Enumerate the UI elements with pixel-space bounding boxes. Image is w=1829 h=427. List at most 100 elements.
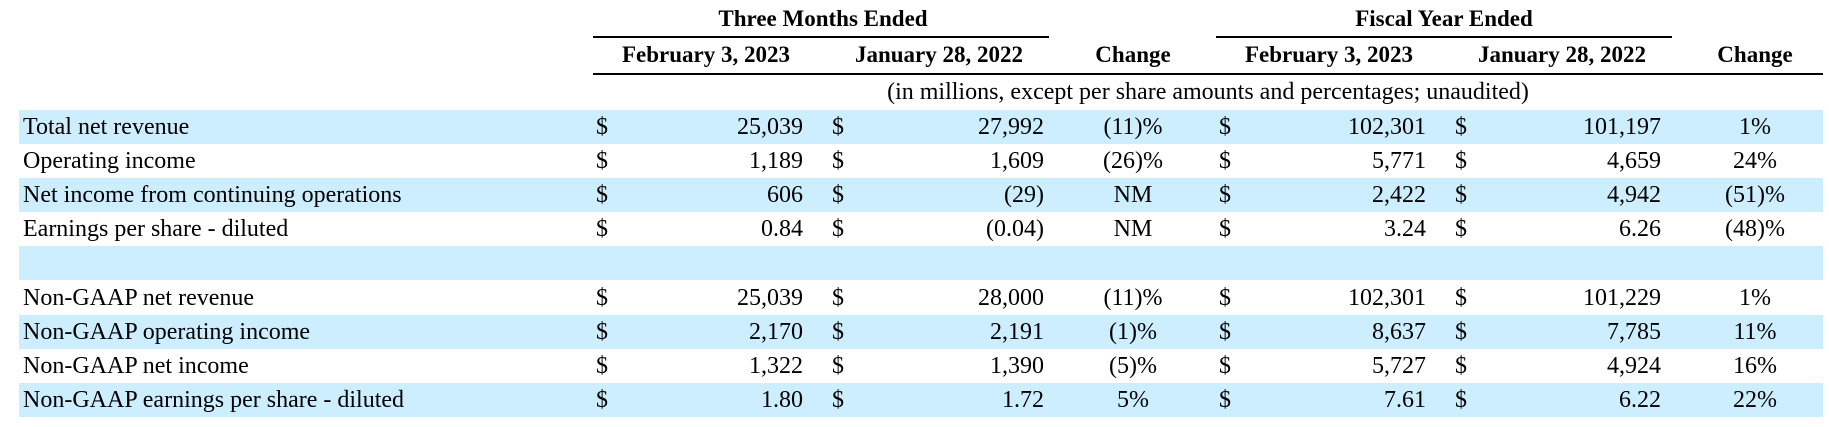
fy-prior-value: 101,197 — [1583, 114, 1661, 140]
q-change-value: NM — [1113, 216, 1153, 242]
dollar-sign: $ — [832, 182, 844, 208]
q-change-value: 5% — [1117, 387, 1149, 413]
table-row: Operating income $ 1,189 $ 1,609 (26)% $… — [0, 144, 1829, 178]
fy-current-value: 3.24 — [1384, 216, 1426, 242]
q-prior-value: (29) — [1004, 182, 1044, 208]
col-header-fy-cur: February 3, 2023 — [1244, 42, 1413, 67]
row-label: Non-GAAP net revenue — [23, 285, 255, 311]
dollar-sign: $ — [1455, 285, 1467, 311]
row-band — [19, 178, 1823, 212]
q-prior-value: 28,000 — [978, 285, 1044, 311]
dollar-sign: $ — [1219, 182, 1231, 208]
q-change-value: (5)% — [1109, 353, 1157, 379]
q-change-value: NM — [1113, 182, 1153, 208]
row-label: Non-GAAP operating income — [23, 319, 311, 345]
dollar-sign: $ — [1455, 319, 1467, 345]
fy-current-value: 102,301 — [1348, 114, 1426, 140]
fy-current-value: 5,727 — [1372, 353, 1426, 379]
table-row: Earnings per share - diluted $ 0.84 $ (0… — [0, 212, 1829, 246]
q-prior-value: 2,191 — [990, 319, 1044, 345]
dollar-sign: $ — [1455, 114, 1467, 140]
dollar-sign: $ — [1455, 216, 1467, 242]
col-header-fy-prev: January 28, 2022 — [1477, 42, 1647, 67]
dollar-sign: $ — [596, 387, 608, 413]
dollar-sign: $ — [1455, 387, 1467, 413]
q-current-value: 1.80 — [761, 387, 803, 413]
fy-current-value: 8,637 — [1372, 319, 1426, 345]
fy-prior-value: 4,924 — [1607, 353, 1661, 379]
row-band — [19, 383, 1823, 417]
q-change-value: (11)% — [1103, 114, 1163, 140]
fy-current-value: 102,301 — [1348, 285, 1426, 311]
fy-prior-value: 4,659 — [1607, 148, 1661, 174]
row-band — [19, 246, 1823, 280]
dollar-sign: $ — [596, 285, 608, 311]
dollar-sign: $ — [1219, 319, 1231, 345]
q-prior-value: 1.72 — [1002, 387, 1044, 413]
q-current-value: 606 — [767, 182, 803, 208]
q-prior-value: 1,390 — [990, 353, 1044, 379]
fy-change-value: 16% — [1733, 353, 1777, 379]
row-band — [19, 315, 1823, 349]
q-change-value: (1)% — [1109, 319, 1157, 345]
row-label: Net income from continuing operations — [23, 182, 402, 208]
fy-prior-value: 6.26 — [1619, 216, 1661, 242]
dollar-sign: $ — [1219, 353, 1231, 379]
dollar-sign: $ — [832, 285, 844, 311]
table-row: Net income from continuing operations $ … — [0, 178, 1829, 212]
fy-prior-value: 6.22 — [1619, 387, 1661, 413]
table-row: Total net revenue $ 25,039 $ 27,992 (11)… — [0, 110, 1829, 144]
table-row: Non-GAAP net revenue $ 25,039 $ 28,000 (… — [0, 281, 1829, 315]
q-change-value: (26)% — [1103, 148, 1163, 174]
dollar-sign: $ — [1455, 353, 1467, 379]
fy-change-value: (51)% — [1725, 182, 1785, 208]
row-band — [19, 110, 1823, 144]
dollar-sign: $ — [1219, 114, 1231, 140]
dollar-sign: $ — [832, 387, 844, 413]
header-three-months-ended: Three Months Ended — [718, 6, 928, 31]
q-current-value: 25,039 — [737, 114, 803, 140]
q-change-value: (11)% — [1103, 285, 1163, 311]
fy-change-value: 24% — [1733, 148, 1777, 174]
q-prior-value: (0.04) — [986, 216, 1044, 242]
fy-current-value: 7.61 — [1384, 387, 1426, 413]
dollar-sign: $ — [596, 148, 608, 174]
dollar-sign: $ — [596, 353, 608, 379]
q-current-value: 0.84 — [761, 216, 803, 242]
row-label: Operating income — [23, 148, 196, 174]
header-fiscal-year-ended: Fiscal Year Ended — [1355, 6, 1533, 31]
header-three-months-rule — [593, 36, 1049, 38]
dollar-sign: $ — [596, 182, 608, 208]
col-header-q-prev: January 28, 2022 — [854, 42, 1024, 67]
dollar-sign: $ — [596, 114, 608, 140]
fy-change-value: 11% — [1733, 319, 1777, 345]
dollar-sign: $ — [596, 216, 608, 242]
fy-current-value: 2,422 — [1372, 182, 1426, 208]
dollar-sign: $ — [1455, 148, 1467, 174]
fy-prior-value: 4,942 — [1607, 182, 1661, 208]
row-label: Total net revenue — [23, 114, 190, 140]
q-current-value: 1,322 — [749, 353, 803, 379]
fy-change-value: 1% — [1739, 114, 1771, 140]
q-current-value: 25,039 — [737, 285, 803, 311]
row-label: Non-GAAP earnings per share - diluted — [23, 387, 405, 413]
units-note: (in millions, except per share amounts a… — [887, 79, 1529, 105]
header-fiscal-year-rule — [1216, 36, 1672, 38]
col-header-q-cur: February 3, 2023 — [621, 42, 790, 67]
fy-change-value: 22% — [1733, 387, 1777, 413]
dollar-sign: $ — [1219, 216, 1231, 242]
table-row: Non-GAAP operating income $ 2,170 $ 2,19… — [0, 315, 1829, 349]
dollar-sign: $ — [832, 319, 844, 345]
dollar-sign: $ — [832, 353, 844, 379]
col-header-q-change: Change — [1095, 42, 1171, 67]
dollar-sign: $ — [1219, 148, 1231, 174]
dollar-sign: $ — [1219, 387, 1231, 413]
fy-change-value: (48)% — [1725, 216, 1785, 242]
dollar-sign: $ — [596, 319, 608, 345]
table-row: Non-GAAP earnings per share - diluted $ … — [0, 383, 1829, 417]
table-row: Non-GAAP net income $ 1,322 $ 1,390 (5)%… — [0, 349, 1829, 383]
dollar-sign: $ — [1219, 285, 1231, 311]
q-current-value: 1,189 — [749, 148, 803, 174]
fy-prior-value: 101,229 — [1583, 285, 1661, 311]
row-label: Earnings per share - diluted — [23, 216, 289, 242]
